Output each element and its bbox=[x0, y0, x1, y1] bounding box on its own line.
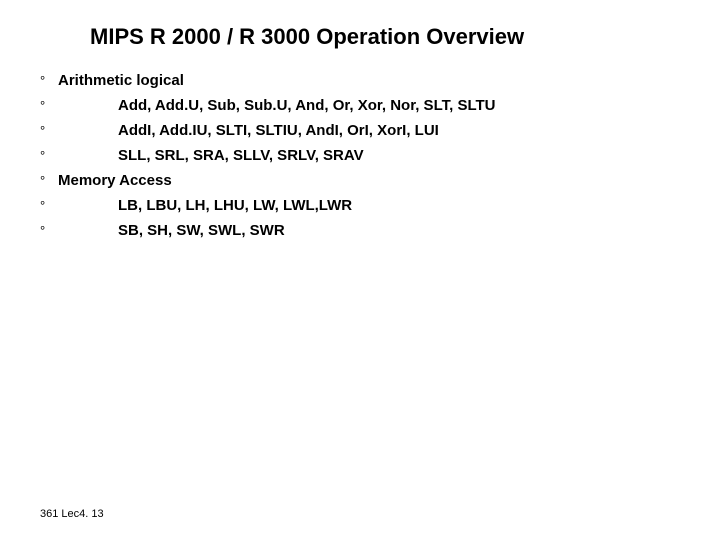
bullet-marker-icon: ° bbox=[40, 147, 58, 163]
bullet-marker-icon: ° bbox=[40, 122, 58, 138]
bullet-marker-icon: ° bbox=[40, 222, 58, 238]
bullet-row: ° LB, LBU, LH, LHU, LW, LWL,LWR bbox=[40, 197, 680, 214]
bullet-subitem-text: SLL, SRL, SRA, SLLV, SRLV, SRAV bbox=[118, 147, 364, 164]
bullet-row: ° Add, Add.U, Sub, Sub.U, And, Or, Xor, … bbox=[40, 97, 680, 114]
slide-title: MIPS R 2000 / R 3000 Operation Overview bbox=[90, 24, 680, 50]
bullet-marker-icon: ° bbox=[40, 97, 58, 113]
bullet-row: ° Arithmetic logical bbox=[40, 72, 680, 89]
bullet-row: ° AddI, Add.IU, SLTI, SLTIU, AndI, OrI, … bbox=[40, 122, 680, 139]
bullet-subitem-text: LB, LBU, LH, LHU, LW, LWL,LWR bbox=[118, 197, 352, 214]
bullet-row: ° SLL, SRL, SRA, SLLV, SRLV, SRAV bbox=[40, 147, 680, 164]
bullet-marker-icon: ° bbox=[40, 172, 58, 188]
bullet-row: ° SB, SH, SW, SWL, SWR bbox=[40, 222, 680, 239]
bullet-subitem-text: Add, Add.U, Sub, Sub.U, And, Or, Xor, No… bbox=[118, 97, 496, 114]
bullet-subitem-text: AddI, Add.IU, SLTI, SLTIU, AndI, OrI, Xo… bbox=[118, 122, 439, 139]
bullet-header-text: Arithmetic logical bbox=[58, 72, 184, 89]
bullet-marker-icon: ° bbox=[40, 197, 58, 213]
bullet-header-text: Memory Access bbox=[58, 172, 172, 189]
bullet-subitem-text: SB, SH, SW, SWL, SWR bbox=[118, 222, 285, 239]
bullet-row: ° Memory Access bbox=[40, 172, 680, 189]
slide-footer: 361 Lec4. 13 bbox=[40, 508, 104, 520]
bullet-marker-icon: ° bbox=[40, 72, 58, 88]
